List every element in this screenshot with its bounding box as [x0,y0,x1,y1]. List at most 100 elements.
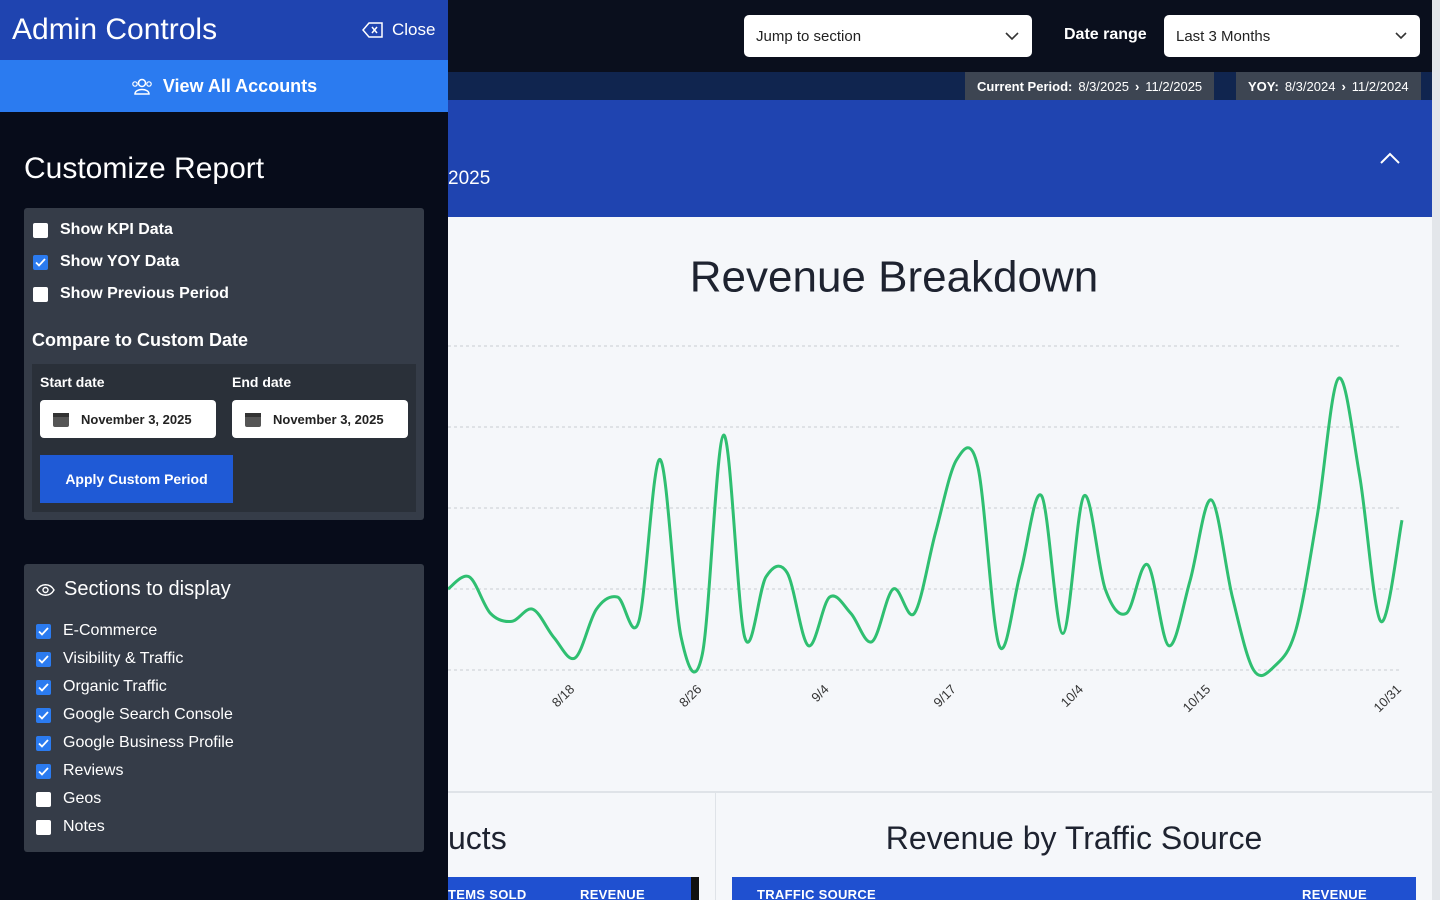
column-header: TEMS SOLD [448,887,527,900]
column-header: TRAFFIC SOURCE [757,887,877,900]
checkbox-row[interactable]: Notes [36,813,234,841]
checkbox-label: Reviews [63,762,124,779]
chip-start: 8/3/2024 [1284,78,1336,94]
jump-select[interactable]: Jump to section [744,15,1032,57]
end-date-input[interactable]: November 3, 2025 [232,400,408,438]
x-tick-label: 10/31 [1371,682,1405,716]
check-mark [38,654,49,664]
checkbox-row[interactable]: Google Search Console [36,701,234,729]
start-date-input[interactable]: November 3, 2025 [40,400,216,438]
collapse-icon[interactable] [1378,150,1402,166]
sections-header: Sections to display [36,578,231,601]
table-header: TRAFFIC SOURCE REVENUE [732,877,1416,900]
checkbox-label: Organic Traffic [63,678,167,695]
calendar-icon [53,413,69,427]
checkbox[interactable] [33,254,48,270]
end-date: November 3, 2025 [273,411,384,427]
checkbox[interactable] [36,679,51,695]
view-all-text: View All Accounts [162,75,318,96]
custom-date-panel: Start date End date November 3, 2025 Nov… [32,364,416,512]
panel-title: ucts [448,820,507,856]
checkbox-row[interactable]: Visibility & Traffic [36,645,234,673]
chart: Revenue Breakdown 8/18 8/26 9/4 9/17 10/4 10/… [448,253,1405,716]
chip-end: 11/2/2024 [1351,78,1409,94]
checkbox-row[interactable]: Organic Traffic [36,673,234,701]
arrow: › [1134,78,1140,94]
checkbox[interactable] [36,735,51,751]
chevron-icon [1395,32,1407,40]
start-label: Start date [40,374,105,390]
sections-list: E-Commerce Visibility & Traffic Organic Tr… [36,617,234,841]
checkbox[interactable] [36,791,51,807]
date-range-select[interactable]: Last 3 Months [1164,15,1420,57]
yoy-chip: YOY: 8/3/2024 › 11/2/2024 [1236,72,1421,100]
scrollbar [1432,0,1440,900]
start-date: November 3, 2025 [81,411,192,427]
checkbox[interactable] [36,763,51,779]
checkbox[interactable] [36,623,51,639]
checkbox-label: Google Business Profile [63,734,234,751]
sections-title: Sections to display [64,578,231,600]
panel-title: Revenue by Traffic Source [885,820,1263,856]
checkbox[interactable] [36,707,51,723]
close-icon [362,22,383,38]
check-mark [35,257,46,267]
check-mark [38,626,49,636]
customize-title: Customize Report [24,152,265,185]
view-all-button[interactable]: View All Accounts [0,60,448,112]
column-header: REVENUE [1302,887,1367,900]
x-tick-label: 10/4 [1058,682,1087,711]
checkbox-label: Show KPI Data [60,221,173,238]
chip-start: 8/3/2025 [1078,78,1129,94]
check-mark [38,682,49,692]
arrow: › [1341,78,1346,94]
end-label: End date [232,374,292,390]
table-header: TEMS SOLD REVENUE [448,877,699,900]
chart-title: Revenue Breakdown [690,253,1098,302]
checkbox-row[interactable]: Show Previous Period [33,278,229,310]
divider [715,793,716,900]
options-list: Show KPI Data Show YOY Data Show Previous … [33,214,229,310]
calendar-icon [245,413,261,427]
divider [448,791,1432,793]
close-button[interactable]: Close [362,20,435,40]
checkbox-label: Notes [63,818,105,835]
checkbox-row[interactable]: Geos [36,785,234,813]
checkbox[interactable] [33,286,48,302]
checkbox-row[interactable]: Google Business Profile [36,729,234,757]
close-text: Close [392,20,436,39]
column-header: REVENUE [580,887,645,900]
checkbox-label: Show YOY Data [60,253,180,270]
checkbox-label: Show Previous Period [60,285,229,302]
checkbox-row[interactable]: E-Commerce [36,617,234,645]
checkbox[interactable] [36,819,51,835]
chip-label: YOY: [1248,78,1279,94]
checkbox-row[interactable]: Show KPI Data [33,214,229,246]
sections-panel: Sections to display E-Commerce Visibility… [24,564,424,852]
checkbox[interactable] [36,651,51,667]
sidebar: Admin Controls Close View All Accounts C… [0,0,448,900]
current-period-chip: Current Period: 8/3/2025 › 11/2/2025 [965,72,1215,100]
eye-icon [36,583,55,596]
x-tick-label: 9/4 [808,682,831,705]
sidebar-title: Admin Controls [12,13,218,46]
checkbox-label: E-Commerce [63,622,158,639]
apply-button[interactable]: Apply Custom Period [40,455,233,503]
banner-date: 2025 [448,168,491,189]
date-range-value: Last 3 Months [1176,27,1271,45]
checkbox-row[interactable]: Reviews [36,757,234,785]
x-tick-label: 8/26 [676,682,705,711]
sidebar-header: Admin Controls Close [0,0,448,60]
checkbox-row[interactable]: Show YOY Data [33,246,229,278]
checkbox-label: Visibility & Traffic [63,650,184,667]
checkbox-label: Geos [63,790,102,807]
x-tick-label: 8/18 [549,682,578,711]
check-mark [38,738,49,748]
chevron-icon [1005,32,1019,41]
x-tick-label: 9/17 [930,682,959,711]
date-range-label: Date range [1064,26,1147,43]
checkbox[interactable] [33,222,48,238]
line-series [448,376,1404,678]
accounts-icon [132,78,152,95]
